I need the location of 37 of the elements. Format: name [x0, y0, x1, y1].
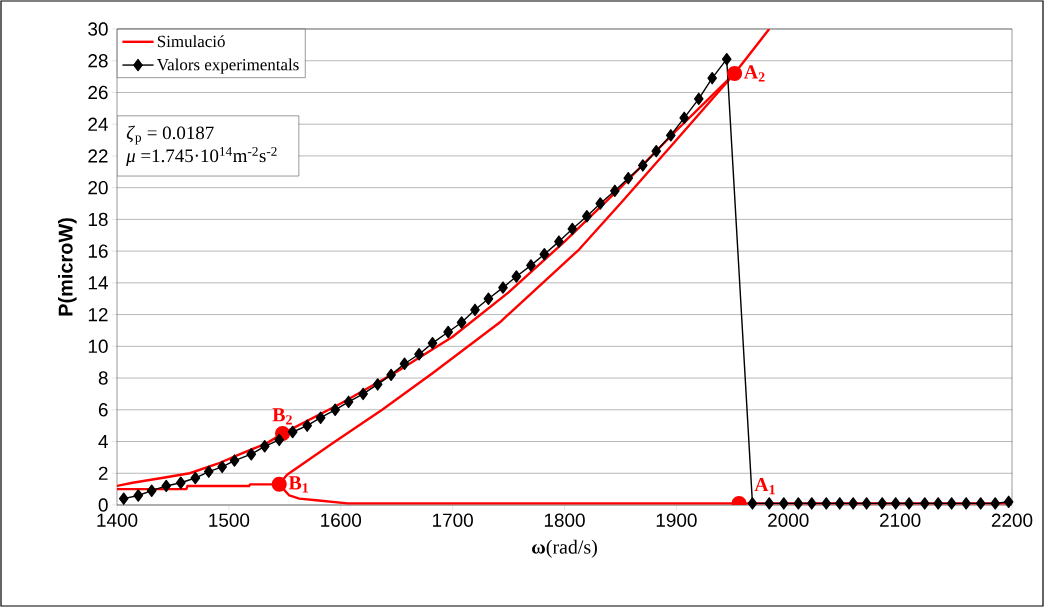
y-tick-label: 22 [88, 149, 108, 163]
annotation: A$_{2}$ [743, 65, 765, 82]
x-tick-label: 1700 [433, 513, 473, 527]
x-tick-label: 1400 [97, 513, 138, 527]
y-tick-label: 24 [88, 117, 108, 131]
point [727, 65, 743, 81]
x-tick-label: 1600 [321, 513, 362, 527]
y-tick-label: 30 [88, 22, 108, 36]
y-tick-label: 20 [88, 180, 108, 195]
y-tick-label: 14 [88, 276, 108, 290]
y-tick-label: 28 [88, 54, 108, 68]
y-tick-label: 2 [98, 466, 108, 480]
legend-label: Simulació [157, 35, 225, 48]
x-tick-label: 1900 [656, 513, 697, 527]
x-tick-label: 2100 [880, 513, 921, 527]
y-tick-label: 8 [98, 371, 108, 385]
y-tick-label: 16 [88, 244, 108, 258]
x-tick-label: 1500 [209, 513, 250, 527]
y-tick-label: 4 [98, 435, 108, 449]
x-axis-title: ω(rad/s) [532, 539, 597, 558]
y-tick-label: 10 [88, 339, 108, 354]
x-tick-label: 2200 [991, 513, 1033, 527]
x-tick-label: 2000 [768, 513, 809, 527]
y-tick-label: 18 [88, 212, 108, 227]
legend-label: Valors experimentals [156, 58, 299, 74]
annotation: ζ$_{p}$ = 0.0187 [126, 125, 214, 145]
y-tick-label: 12 [88, 307, 108, 322]
x-tick-label: 1800 [544, 513, 585, 527]
y-tick-label: 6 [98, 403, 108, 417]
annotation: μ =1.745·10$^{14}$m$^{-2}$s$^{-2}$ [126, 146, 277, 167]
y-axis-title: P(microW) [58, 218, 77, 316]
y-tick-label: 26 [88, 85, 108, 100]
point [271, 476, 287, 492]
annotation: B$_{1}$ [288, 476, 308, 493]
annotation: B$_{2}$ [272, 408, 292, 425]
annotation: A$_{1}$ [754, 477, 775, 495]
y-tick-label: 0 [98, 498, 108, 512]
